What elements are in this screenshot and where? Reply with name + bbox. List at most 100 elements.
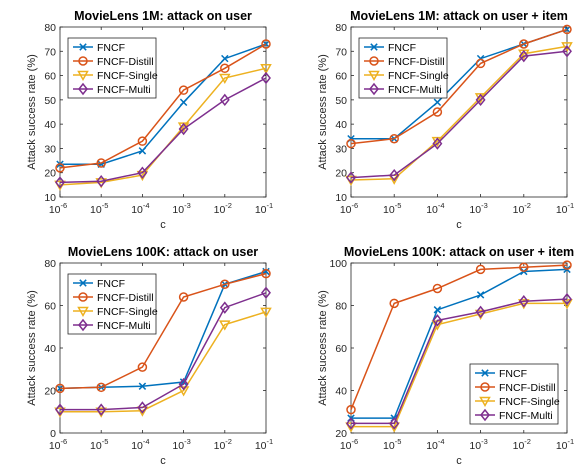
marker-circle [137,136,148,146]
marker-circle [562,24,572,35]
y-tick-label: 80 [44,22,56,34]
marker-x [79,43,87,51]
marker-triangle [561,299,573,310]
marker-circle [480,382,490,392]
marker-x [179,98,188,107]
marker-diamond [475,93,486,107]
marker-circle [369,56,379,66]
marker-diamond [96,175,107,188]
y-tick-label: 80 [44,258,56,270]
x-axis-label: c [160,219,166,231]
marker-x [138,147,147,155]
marker-diamond [137,401,148,414]
y-tick-label: 30 [44,143,56,155]
x-axis-label: c [160,455,166,467]
marker-circle [346,138,356,149]
marker-x [476,291,485,299]
marker-diamond [432,137,443,150]
x-tick-label: 10-5 [383,437,401,452]
marker-x [481,369,489,377]
x-tick-label: 10-3 [469,201,487,216]
y-tick-label: 20 [44,168,56,180]
marker-diamond [432,314,443,327]
marker-circle [78,292,88,302]
legend-item: FNCF-Single [364,70,449,82]
series-fncf-distill [55,39,271,173]
marker-diamond [78,82,88,96]
y-tick-label: 80 [335,22,347,34]
marker-diamond [219,301,230,314]
x-tick-label: 10-6 [49,437,67,452]
x-tick-label: 10-5 [90,437,108,452]
series-fncf-multi [346,45,572,184]
legend-item: FNCF-Multi [73,82,151,96]
legend-label: FNCF-Multi [97,320,151,332]
marker-diamond [562,292,572,306]
x-tick-label: 10-3 [172,437,190,452]
legend-item: FNCF-Multi [475,408,553,422]
legend: FNCF FNCF-Distill FNCF-Single FNCF-Multi [67,37,158,99]
y-tick-label: 60 [44,301,56,313]
marker-diamond [96,403,107,416]
series-line [59,77,267,184]
y-tick-label: 20 [335,168,347,180]
series-line [350,264,568,410]
marker-diamond [346,417,356,430]
y-tick-label: 50 [335,95,347,107]
legend-item: FNCF [73,278,125,290]
marker-circle [55,383,65,394]
legend-label: FNCF-Multi [499,410,553,422]
marker-circle [261,268,271,279]
series-fncf-multi [346,292,572,430]
marker-x [221,54,229,63]
marker-triangle [260,307,272,318]
x-tick-label: 10-6 [49,201,67,216]
legend-item: FNCF-Single [73,306,158,318]
marker-triangle [77,70,89,82]
marker-circle [178,85,189,95]
marker-circle [261,39,271,49]
legend-item: FNCF-Distill [364,56,445,68]
marker-diamond [369,82,379,96]
x-tick-label: 10-5 [90,201,108,216]
marker-diamond [78,318,88,332]
marker-circle [432,283,443,294]
marker-diamond [55,403,65,416]
legend-label: FNCF [97,42,125,54]
x-tick-label: 10-2 [513,201,531,216]
marker-circle [475,58,486,69]
y-tick-label: 70 [335,46,347,58]
series-line [60,292,267,411]
legend-item: FNCF [73,42,125,54]
y-axis-label: Attack success rate (%) [26,290,38,406]
marker-diamond [389,417,400,430]
series-line [351,298,568,425]
marker-x [370,43,378,51]
marker-diamond [562,45,572,58]
legend: FNCF FNCF-Distill FNCF-Single FNCF-Multi [67,273,158,335]
legend-item: FNCF-Distill [73,56,154,68]
series-line [60,311,267,413]
marker-triangle [260,64,272,75]
marker-circle [562,260,572,270]
legend-item: FNCF-Distill [475,382,556,394]
x-tick-label: 10-5 [383,201,401,216]
marker-circle [475,264,486,275]
marker-diamond [480,408,490,422]
y-tick-label: 60 [44,71,56,83]
x-tick-label: 10-1 [556,437,574,452]
marker-diamond [261,286,271,299]
chart-panel-1: MovieLens 1M: attack on user 10 20 30 40 50 60… [26,9,273,231]
marker-circle [220,279,230,289]
series-line [59,43,267,169]
x-tick-label: 10-6 [340,201,358,216]
marker-circle [432,107,443,117]
marker-diamond [55,176,65,189]
series-fncf-multi [55,286,271,416]
y-tick-label: 20 [335,428,347,440]
x-tick-label: 10-3 [172,201,190,216]
y-tick-label: 40 [335,386,347,398]
legend-box [358,37,448,99]
marker-x [79,279,87,287]
